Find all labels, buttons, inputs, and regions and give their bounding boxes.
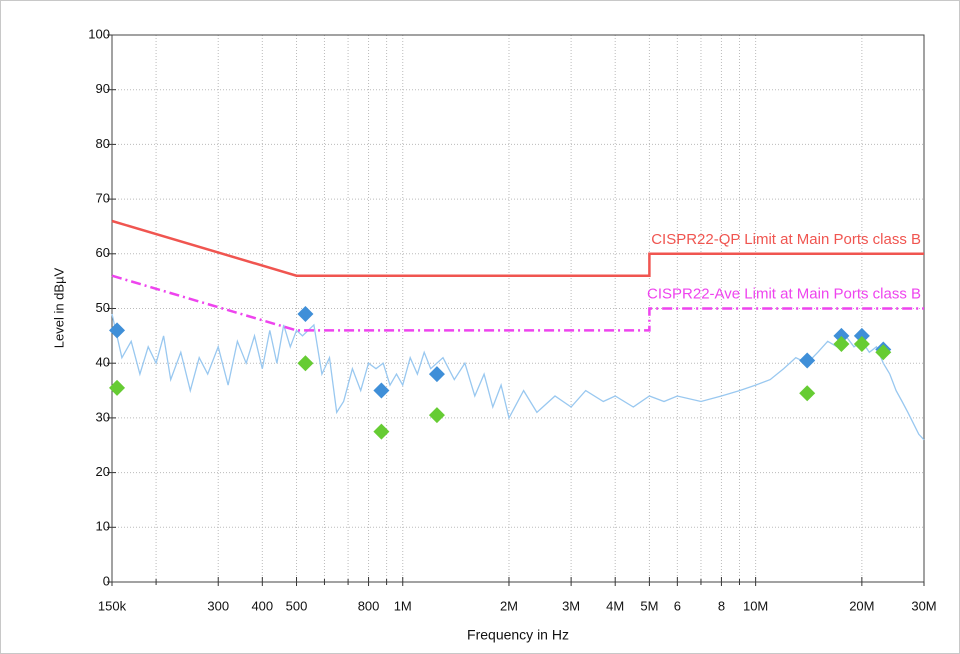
y-tick-label: 90 (96, 81, 110, 96)
qp-marker (428, 366, 445, 383)
x-tick-label: 2M (500, 598, 518, 613)
x-tick-label: 20M (849, 598, 874, 613)
limit-label: CISPR22-Ave Limit at Main Ports class B (647, 285, 921, 302)
y-tick-label: 20 (96, 464, 110, 479)
x-tick-label: 500 (286, 598, 308, 613)
qp-marker (853, 327, 870, 344)
x-tick-label: 800 (358, 598, 380, 613)
x-tick-label: 3M (562, 598, 580, 613)
y-tick-label: 70 (96, 191, 110, 206)
qp-marker (833, 336, 850, 353)
qp-marker (853, 336, 870, 353)
y-tick-label: 10 (96, 519, 110, 534)
x-tick-label: 6 (674, 598, 681, 613)
x-tick-label: 150k (98, 598, 127, 613)
trace (111, 313, 925, 441)
y-tick-label: 0 (103, 573, 110, 588)
x-tick-label: 5M (640, 598, 658, 613)
qp-marker (297, 355, 314, 372)
y-tick-label: 30 (96, 409, 110, 424)
y-axis-title: Level in dBµV (51, 267, 66, 348)
qp-marker (875, 344, 892, 361)
limit-line (111, 219, 924, 277)
y-tick-label: 40 (96, 355, 110, 370)
qp-marker (799, 385, 816, 402)
qp-marker (297, 305, 314, 322)
qp-marker (373, 423, 390, 440)
x-tick-label: 10M (743, 598, 768, 613)
limit-label: CISPR22-QP Limit at Main Ports class B (651, 231, 921, 248)
qp-marker (373, 382, 390, 399)
x-tick-label: 400 (251, 598, 273, 613)
y-tick-label: 100 (88, 26, 110, 41)
qp-marker (109, 379, 126, 396)
x-tick-label: 4M (606, 598, 624, 613)
qp-marker (109, 322, 126, 339)
qp-marker (428, 407, 445, 424)
x-tick-label: 1M (394, 598, 412, 613)
x-tick-label: 300 (207, 598, 229, 613)
qp-marker (799, 352, 816, 369)
y-tick-label: 80 (96, 136, 110, 151)
x-tick-label: 8 (718, 598, 725, 613)
x-tick-label: 30M (911, 598, 936, 613)
x-axis-title: Frequency in Hz (467, 627, 569, 643)
y-tick-label: 60 (96, 245, 110, 260)
qp-marker (833, 327, 850, 344)
y-tick-label: 50 (96, 300, 110, 315)
limit-line (111, 274, 924, 332)
